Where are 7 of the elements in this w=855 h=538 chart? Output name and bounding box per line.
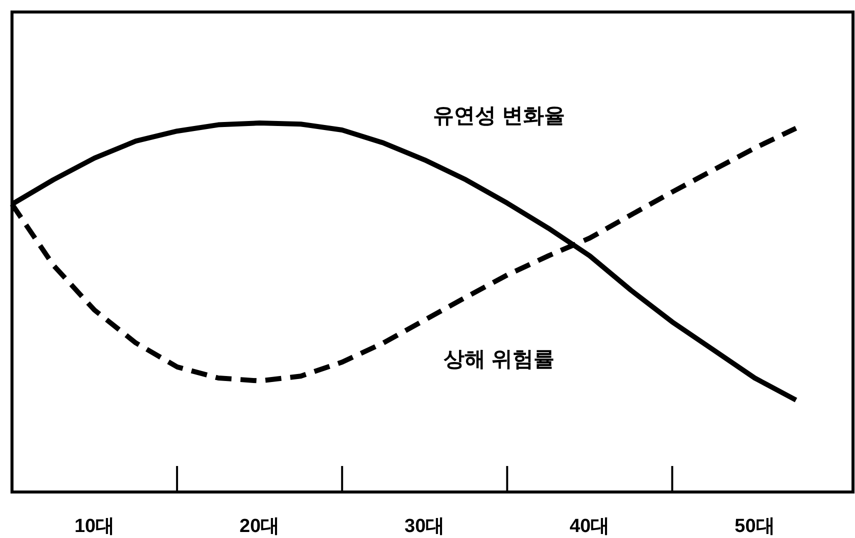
series-label: 유연성 변화율 [432, 104, 565, 128]
x-tick-label: 50대 [734, 516, 775, 537]
x-tick-label: 30대 [404, 516, 445, 537]
x-tick-label: 20대 [240, 516, 280, 537]
series-label: 상해 위험률 [443, 348, 554, 372]
x-tick-label: 10대 [74, 516, 115, 537]
x-tick-label: 40대 [570, 516, 610, 537]
